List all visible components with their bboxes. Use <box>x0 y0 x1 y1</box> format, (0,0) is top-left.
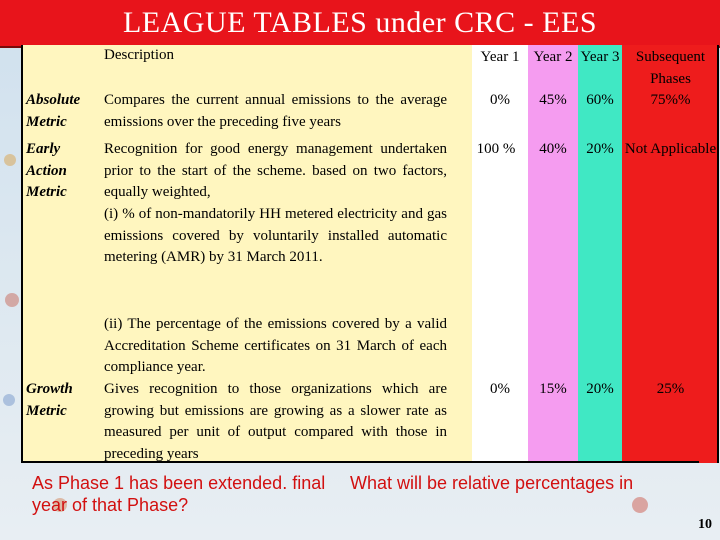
page-number: 10 <box>698 517 712 532</box>
header-year1: Year 1 <box>480 49 520 65</box>
table-bottom-border <box>21 461 699 463</box>
row-year3-growth: 20% <box>586 381 614 397</box>
row-year3-absolute: 60% <box>586 92 614 108</box>
year1-column <box>472 45 528 463</box>
row-description-growth: Gives recognition to those organizations… <box>104 381 447 462</box>
row-description-absolute: Compares the current annual emissions to… <box>104 92 447 130</box>
row-subsequent-early-action: Not Applicable <box>624 141 717 157</box>
row-year2-absolute: 45% <box>539 92 567 108</box>
row-label-early-action: Early Action Metric <box>26 141 67 200</box>
row-year1-absolute: 0% <box>490 92 510 108</box>
row-subsequent-growth: 25% <box>656 381 685 397</box>
header-year3: Year 3 <box>580 49 620 65</box>
row-label-growth: Growth Metric <box>26 381 73 419</box>
row-label-absolute: Absolute Metric <box>26 92 81 130</box>
row-year2-early-action: 40% <box>539 141 567 157</box>
subsequent-column <box>622 45 719 463</box>
page-title: LEAGUE TABLES under CRC - EES <box>122 6 598 39</box>
row-year1-early-action: 100 % <box>476 141 516 157</box>
question-right: What will be relative percentages in <box>350 473 634 493</box>
year2-column <box>528 45 578 463</box>
row-description-early-action-part-i: (i) % of non-mandatorily HH metered elec… <box>104 206 447 265</box>
row-year3-early-action: 20% <box>586 141 614 157</box>
header-description: Description <box>104 47 174 63</box>
header-year2: Year 2 <box>533 49 573 65</box>
league-table: Description Year 1 Year 2 Year 3 Subsequ… <box>21 45 719 463</box>
question-left: As Phase 1 has been extended. final year… <box>32 473 326 515</box>
row-year2-growth: 15% <box>539 381 567 397</box>
header-subsequent: Subsequent Phases <box>635 49 706 87</box>
row-year1-growth: 0% <box>490 381 510 397</box>
description-column <box>98 45 472 463</box>
row-description-early-action-part-ii: (ii) The percentage of the emissions cov… <box>104 316 447 375</box>
row-subsequent-absolute: 75%% <box>650 92 691 108</box>
label-column <box>21 45 98 463</box>
title-bar <box>0 0 720 48</box>
row-description-early-action: Recognition for good energy management u… <box>104 141 447 200</box>
year3-column <box>578 45 622 463</box>
